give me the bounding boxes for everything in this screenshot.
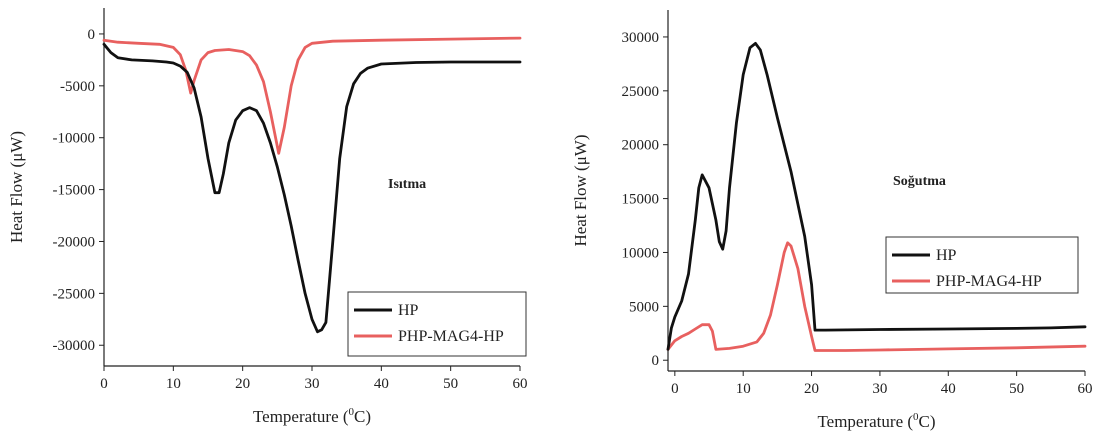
x-axis-label-unit: C) xyxy=(919,412,936,431)
legend-box xyxy=(347,291,527,357)
y-axis-label: Heat Flow (μW) xyxy=(7,131,26,243)
x-tick-label: 60 xyxy=(513,376,528,392)
y-tick-label: -15000 xyxy=(53,183,96,199)
x-tick-label: 10 xyxy=(166,376,181,392)
x-tick-label: 40 xyxy=(374,376,389,392)
y-axis-label: Heat Flow (μW) xyxy=(571,134,590,246)
heating-panel: 0 10 20 30 40 50 60 0 -5000 -10000 -15000 -20000 -25… xyxy=(7,8,528,426)
panel-annotation: Isıtma xyxy=(388,177,426,192)
y-tick-label: -25000 xyxy=(53,286,96,302)
x-axis-label-text: Temperature ( xyxy=(253,407,349,426)
x-tick-label: 50 xyxy=(443,376,458,392)
series-line-php-mag4-hp xyxy=(666,241,1087,352)
legend-label: HP xyxy=(398,302,419,319)
y-tick-label: -30000 xyxy=(53,338,96,354)
x-tick-label: 10 xyxy=(736,381,751,397)
x-axis-label: Temperature (0C) xyxy=(253,406,371,426)
x-axis-label-superscript: 0 xyxy=(349,406,355,418)
x-tick-label: 0 xyxy=(100,376,108,392)
x-tick-label: 30 xyxy=(305,376,320,392)
y-tick-label: 15000 xyxy=(622,192,660,208)
x-tick-label: 0 xyxy=(671,381,679,397)
y-tick-label: 5000 xyxy=(629,299,659,315)
panel-annotation: Soğutma xyxy=(893,174,946,189)
x-tick-label: 20 xyxy=(235,376,250,392)
x-axis-label-unit: C) xyxy=(354,407,371,426)
legend-box xyxy=(885,236,1079,294)
y-tick-label: 30000 xyxy=(622,30,660,46)
x-axis-label: Temperature (0C) xyxy=(817,411,935,431)
legend-label: PHP-MAG4-HP xyxy=(398,328,504,345)
cooling-panel: 0 10 20 30 40 50 60 0 5000 10000 15000 20000 25000 30… xyxy=(571,10,1093,431)
y-tick-label: -5000 xyxy=(60,79,95,95)
x-tick-label: 20 xyxy=(804,381,819,397)
x-axis-label-superscript: 0 xyxy=(913,411,919,423)
series-line-hp xyxy=(666,42,1087,351)
legend-label: HP xyxy=(936,247,957,264)
y-tick-label: 25000 xyxy=(622,84,660,100)
x-tick-label: 60 xyxy=(1078,381,1093,397)
y-tick-label: 20000 xyxy=(622,138,660,154)
y-tick-label: 10000 xyxy=(622,245,660,261)
y-tick-label: 0 xyxy=(652,353,660,369)
x-tick-label: 50 xyxy=(1009,381,1024,397)
series-line-hp xyxy=(102,42,522,334)
x-axis-label-text: Temperature ( xyxy=(817,412,913,431)
y-tick-label: -20000 xyxy=(53,234,96,250)
x-tick-label: 40 xyxy=(941,381,956,397)
series-line-php-mag4-hp xyxy=(102,36,522,155)
y-tick-label: -10000 xyxy=(53,131,96,147)
x-tick-label: 30 xyxy=(872,381,887,397)
y-tick-label: 0 xyxy=(88,27,96,43)
legend-label: PHP-MAG4-HP xyxy=(936,273,1042,290)
